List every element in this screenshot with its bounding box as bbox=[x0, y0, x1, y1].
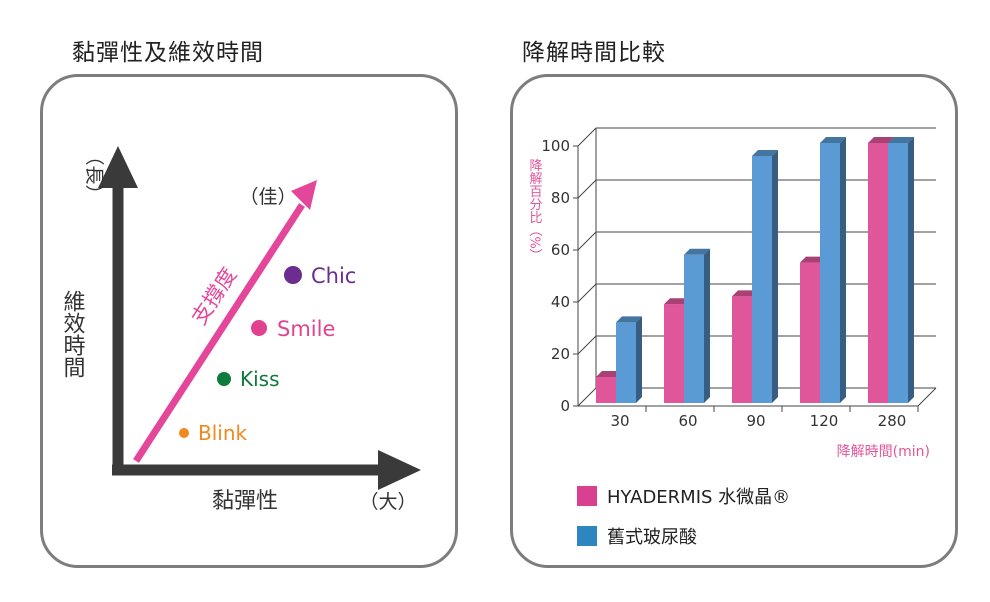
bar-old-ha-120 bbox=[820, 137, 846, 403]
support-arrowhead bbox=[291, 180, 317, 210]
y-tick-label: 20 bbox=[551, 345, 570, 363]
grid-diagonal bbox=[577, 335, 597, 355]
y-axis-label: 維效時間 bbox=[60, 290, 86, 378]
x-axis-label: 黏彈性 bbox=[212, 489, 278, 514]
legend-label-old-ha: 舊式玻尿酸 bbox=[607, 527, 697, 548]
legend-swatch-hyadermis bbox=[577, 486, 597, 506]
grid-diagonal bbox=[577, 283, 597, 303]
grid-diagonal bbox=[577, 231, 597, 251]
y-axis-arrowhead bbox=[98, 146, 138, 188]
grid-diagonal bbox=[577, 387, 597, 407]
bar-old-ha-280 bbox=[888, 137, 914, 403]
grid-diagonal bbox=[577, 127, 597, 147]
y-tick-label: 80 bbox=[551, 189, 570, 207]
smile-label: Smile bbox=[277, 317, 335, 341]
kiss-dot bbox=[217, 372, 231, 386]
y-axis-label: 降解百分比（%） bbox=[527, 158, 543, 261]
x-axis-label: 降解時間(min) bbox=[837, 444, 930, 460]
chic-label: Chic bbox=[311, 264, 356, 288]
bar-old-ha-60 bbox=[684, 248, 710, 403]
chic-dot bbox=[284, 266, 302, 284]
bar-old-ha-90 bbox=[752, 150, 778, 403]
x-tick-label: 30 bbox=[610, 412, 629, 430]
x-axis-arrowhead bbox=[378, 450, 421, 490]
chart-title: 降解時間比較 bbox=[522, 40, 666, 66]
kiss-label: Kiss bbox=[240, 367, 280, 391]
y-tick-label: 0 bbox=[560, 397, 570, 415]
legend-item: HYADERMIS 水微晶® bbox=[577, 482, 790, 510]
x-tick-label: 90 bbox=[746, 412, 765, 430]
smile-dot bbox=[251, 320, 267, 336]
y-tick-label: 100 bbox=[541, 137, 570, 155]
y-tick-label: 60 bbox=[551, 241, 570, 259]
blink-label: Blink bbox=[198, 421, 248, 445]
blink-dot bbox=[179, 428, 189, 438]
x-tick-label: 280 bbox=[878, 412, 907, 430]
legend-swatch-old-ha bbox=[577, 526, 597, 546]
y-axis-top-label: （長） bbox=[83, 146, 105, 203]
floor-edge bbox=[917, 387, 937, 407]
y-tick-label: 40 bbox=[551, 293, 570, 311]
left-panel-title: 黏彈性及維效時間 bbox=[72, 40, 264, 66]
arrow-end-label: （佳） bbox=[239, 186, 296, 208]
legend-item: 舊式玻尿酸 bbox=[577, 522, 790, 550]
legend-label-hyadermis: HYADERMIS 水微晶® bbox=[607, 487, 791, 508]
left-card bbox=[40, 74, 458, 568]
legend: HYADERMIS 水微晶® 舊式玻尿酸 bbox=[577, 482, 790, 550]
bar-old-ha-30 bbox=[616, 316, 642, 403]
x-tick-label: 60 bbox=[678, 412, 697, 430]
x-tick-label: 120 bbox=[810, 412, 839, 430]
x-axis-end-label: （大） bbox=[359, 491, 416, 513]
support-arrow-line bbox=[133, 203, 305, 463]
grid-diagonal bbox=[577, 179, 597, 199]
